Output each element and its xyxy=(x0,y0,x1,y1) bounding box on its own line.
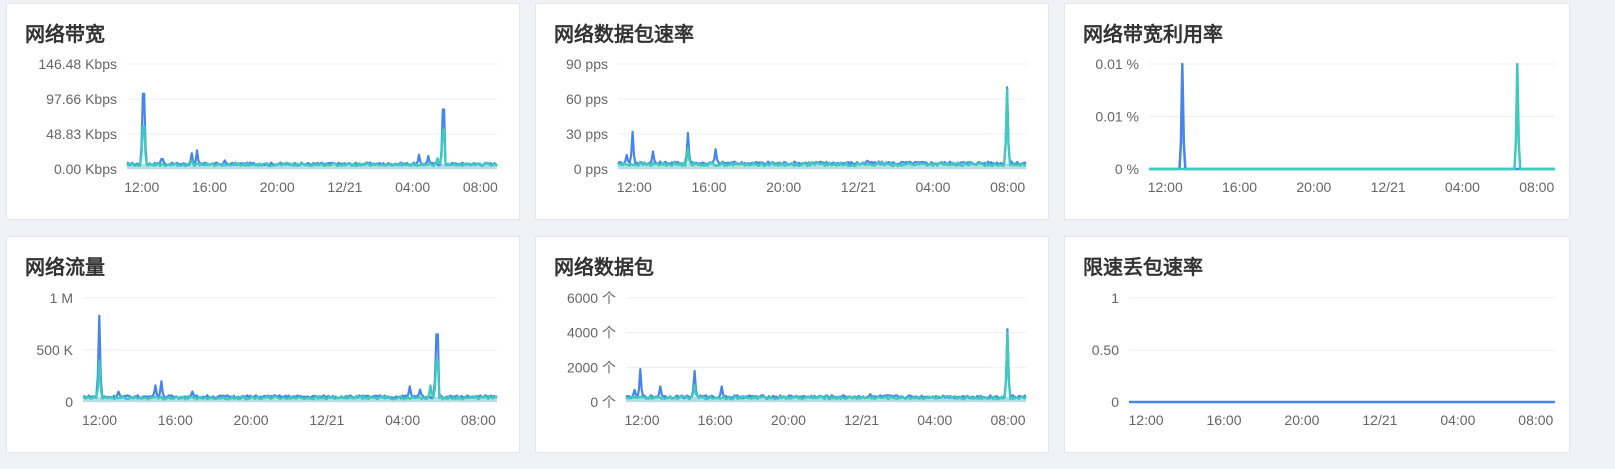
x-tick-label: 04:00 xyxy=(395,179,430,195)
series-line-2 xyxy=(1149,62,1555,171)
series-band xyxy=(618,164,1026,169)
y-tick-label: 4000 个 xyxy=(567,325,616,341)
x-tick-label: 16:00 xyxy=(192,179,227,195)
chart-title: 网络数据包 xyxy=(554,255,654,279)
x-tick-label: 12/21 xyxy=(327,179,362,195)
y-tick-label: 0 % xyxy=(1115,161,1139,177)
series-line-2 xyxy=(82,359,498,401)
x-tick-label: 12:00 xyxy=(82,412,117,428)
series-line-2 xyxy=(625,331,1027,401)
y-tick-label: 97.66 Kbps xyxy=(46,91,117,107)
chart-plot: 0 % 0.01 % 0.01 % 12:00 16:00 20:00 12/21 04:00… xyxy=(1095,56,1555,195)
y-tick-label: 2000 个 xyxy=(567,359,616,375)
x-tick-label: 08:00 xyxy=(463,179,498,195)
chart-plot: 0 个 2000 个 4000 个 6000 个 12:00 16:00 20:00 12/2… xyxy=(567,290,1027,428)
chart-title: 网络带宽利用率 xyxy=(1083,22,1223,46)
x-tick-label: 12:00 xyxy=(1148,179,1183,195)
series-line-1 xyxy=(625,328,1027,400)
x-tick-label: 20:00 xyxy=(766,179,801,195)
x-tick-label: 12:00 xyxy=(617,179,652,195)
chart-plot: 0.00 Kbps 48.83 Kbps 97.66 Kbps 146.48 Kbps… xyxy=(38,56,498,195)
x-tick-label: 20:00 xyxy=(771,412,806,428)
x-tick-label: 20:00 xyxy=(260,179,295,195)
y-tick-label: 500 K xyxy=(36,342,73,358)
chart-title: 网络流量 xyxy=(25,255,105,279)
x-tick-label: 20:00 xyxy=(1296,179,1331,195)
x-tick-label: 12:00 xyxy=(624,412,659,428)
chart-title: 网络数据包速率 xyxy=(554,22,694,46)
y-tick-label: 0 xyxy=(1111,394,1119,410)
y-tick-label: 0 xyxy=(65,394,73,410)
x-tick-label: 08:00 xyxy=(1518,412,1553,428)
x-tick-label: 12/21 xyxy=(841,179,876,195)
x-tick-label: 16:00 xyxy=(691,179,726,195)
x-tick-label: 12/21 xyxy=(309,412,344,428)
series-line-2 xyxy=(617,88,1027,168)
series-band xyxy=(626,397,1026,402)
x-tick-label: 04:00 xyxy=(1445,179,1480,195)
y-tick-label: 0.50 xyxy=(1092,342,1119,358)
x-tick-label: 04:00 xyxy=(1440,412,1475,428)
x-tick-label: 04:00 xyxy=(915,179,950,195)
x-tick-label: 20:00 xyxy=(1284,412,1319,428)
y-tick-label: 0.00 Kbps xyxy=(54,161,117,177)
chart-title: 网络带宽 xyxy=(25,22,105,46)
y-tick-label: 1 M xyxy=(50,290,73,306)
y-tick-label: 48.83 Kbps xyxy=(46,126,117,142)
series-line-2 xyxy=(126,124,498,168)
x-tick-label: 16:00 xyxy=(698,412,733,428)
x-tick-label: 20:00 xyxy=(234,412,269,428)
y-tick-label: 146.48 Kbps xyxy=(38,56,117,72)
y-tick-label: 0 pps xyxy=(574,161,608,177)
chart-card-2: 网络数据包速率 0 pps 30 pps 60 pps 90 pps 12:00 16:00… xyxy=(535,3,1049,220)
y-tick-label: 6000 个 xyxy=(567,290,616,306)
x-tick-label: 08:00 xyxy=(990,179,1025,195)
y-tick-label: 0 个 xyxy=(590,394,616,410)
chart-card-4: 网络流量 0 500 K 1 M 12:00 16:00 20:00 12/21 04:00 08… xyxy=(6,236,520,453)
x-tick-label: 08:00 xyxy=(461,412,496,428)
chart-card-5: 网络数据包 0 个 2000 个 4000 个 6000 个 12:00 16:00 20:0… xyxy=(535,236,1049,453)
x-tick-label: 12/21 xyxy=(844,412,879,428)
chart-card-3: 网络带宽利用率 0 % 0.01 % 0.01 % 12:00 16:00 20:00 12/… xyxy=(1064,3,1570,220)
chart-card-1: 网络带宽 0.00 Kbps 48.83 Kbps 97.66 Kbps 146.48 … xyxy=(6,3,520,220)
chart-title: 限速丢包速率 xyxy=(1083,255,1203,279)
y-tick-label: 30 pps xyxy=(566,126,608,142)
x-tick-label: 04:00 xyxy=(917,412,952,428)
x-tick-label: 12:00 xyxy=(124,179,159,195)
y-tick-label: 60 pps xyxy=(566,91,608,107)
x-tick-label: 12/21 xyxy=(1371,179,1406,195)
chart-plot: 0 pps 30 pps 60 pps 90 pps 12:00 16:00 20:00 12… xyxy=(566,56,1027,195)
x-tick-label: 16:00 xyxy=(158,412,193,428)
y-tick-label: 90 pps xyxy=(566,56,608,72)
y-tick-label: 1 xyxy=(1111,290,1119,306)
x-tick-label: 12/21 xyxy=(1362,412,1397,428)
chart-card-6: 限速丢包速率 0 0.50 1 12:00 16:00 20:00 12/21 04:00 08:… xyxy=(1064,236,1570,453)
x-tick-label: 08:00 xyxy=(990,412,1025,428)
x-tick-label: 16:00 xyxy=(1206,412,1241,428)
x-tick-label: 08:00 xyxy=(1519,179,1554,195)
y-tick-label: 0.01 % xyxy=(1095,109,1139,125)
x-tick-label: 16:00 xyxy=(1222,179,1257,195)
y-tick-label: 0.01 % xyxy=(1095,56,1139,72)
x-tick-label: 04:00 xyxy=(385,412,420,428)
x-tick-label: 12:00 xyxy=(1129,412,1164,428)
chart-plot: 0 500 K 1 M 12:00 16:00 20:00 12/21 04:00 08:00 xyxy=(36,290,498,428)
chart-plot: 0 0.50 1 12:00 16:00 20:00 12/21 04:00 08:00 xyxy=(1092,290,1555,428)
